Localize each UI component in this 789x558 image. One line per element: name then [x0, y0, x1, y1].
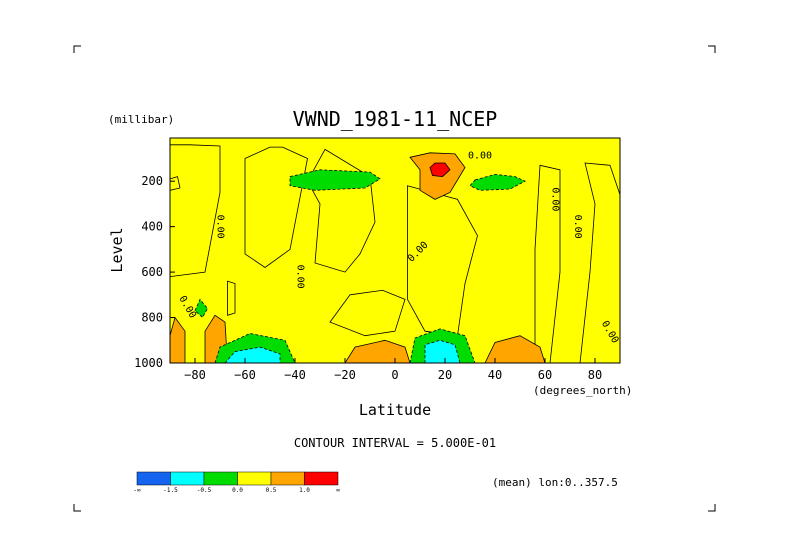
contour-region-6 [579, 162, 620, 363]
contour-region-12 [484, 335, 546, 363]
x-tick-label: 40 [488, 368, 502, 382]
y-axis-label: Level [108, 227, 126, 272]
contour-label-5: 0.00 [550, 187, 561, 211]
y-unit-label: (millibar) [108, 113, 174, 126]
contour-region-16 [469, 173, 526, 191]
x-tick-label: 60 [538, 368, 552, 382]
x-tick-label: −20 [334, 368, 356, 382]
y-tick-label: 800 [141, 311, 163, 325]
x-tick-label: 20 [438, 368, 452, 382]
legend-swatch-3 [237, 471, 272, 486]
y-tick-label: 1000 [134, 356, 163, 370]
contour-region-20 [224, 346, 281, 363]
chart-title: VWND_1981-11_NCEP [293, 107, 498, 131]
contour-label-1: 0.00 [468, 150, 492, 161]
contour-region-19 [194, 298, 208, 319]
y-tick-label: 400 [141, 220, 163, 234]
contour-region-4 [329, 289, 406, 337]
contour-region-9 [170, 316, 186, 363]
contour-region-8 [227, 280, 236, 316]
legend-swatch-4 [270, 471, 305, 486]
mean-text: (mean) lon:0..357.5 [492, 476, 618, 489]
contour-region-21 [424, 339, 461, 363]
x-unit-label: (degrees_north) [533, 384, 632, 397]
x-tick-label: −60 [234, 368, 256, 382]
contour-label-2: 0.00 [215, 215, 226, 239]
legend-label-5: 1.0 [299, 487, 310, 494]
legend-swatch-5 [304, 471, 339, 486]
x-tick-label: 0 [391, 368, 398, 382]
contour-label-3: 0.00 [295, 265, 306, 289]
legend-label-6: ∞ [336, 487, 340, 494]
legend-label-2: -0.5 [197, 487, 212, 494]
contour-region-7 [170, 176, 181, 191]
contour-region-0 [170, 144, 221, 278]
contour-label-0: 0.00 [363, 130, 387, 141]
legend-label-4: 0.5 [266, 487, 277, 494]
y-tick-label: 600 [141, 265, 163, 279]
x-axis-label: Latitude [359, 401, 431, 419]
contour-region-14 [429, 162, 451, 178]
x-tick-label: −80 [184, 368, 206, 382]
contour-regions [170, 144, 620, 363]
x-tick-label: −40 [284, 368, 306, 382]
plot-area: 0.000.000.000.000.000.000.000.000.00 −80… [134, 130, 621, 382]
legend-label-1: -1.5 [163, 487, 178, 494]
contour-region-11 [344, 339, 411, 363]
contour-label-6: 0.00 [572, 215, 583, 239]
color-legend: -∞ -1.5 -0.5 0.0 0.5 1.0 ∞ [133, 471, 340, 494]
legend-label-0: -∞ [133, 487, 141, 494]
crop-marks [73, 45, 716, 512]
legend-swatch-2 [203, 471, 238, 486]
contour-region-5 [534, 164, 561, 363]
legend-label-3: 0.0 [232, 487, 243, 494]
contour-interval-text: CONTOUR INTERVAL = 5.000E-01 [294, 436, 496, 450]
contour-region-15 [289, 169, 381, 191]
x-tick-label: 80 [588, 368, 602, 382]
axis-ticks: −80 −60 −40 −20 0 20 40 60 80 200 400 600 800 1000 [134, 174, 602, 382]
legend-swatch-1 [170, 471, 205, 486]
y-tick-label: 200 [141, 174, 163, 188]
legend-swatch-0 [136, 471, 171, 486]
